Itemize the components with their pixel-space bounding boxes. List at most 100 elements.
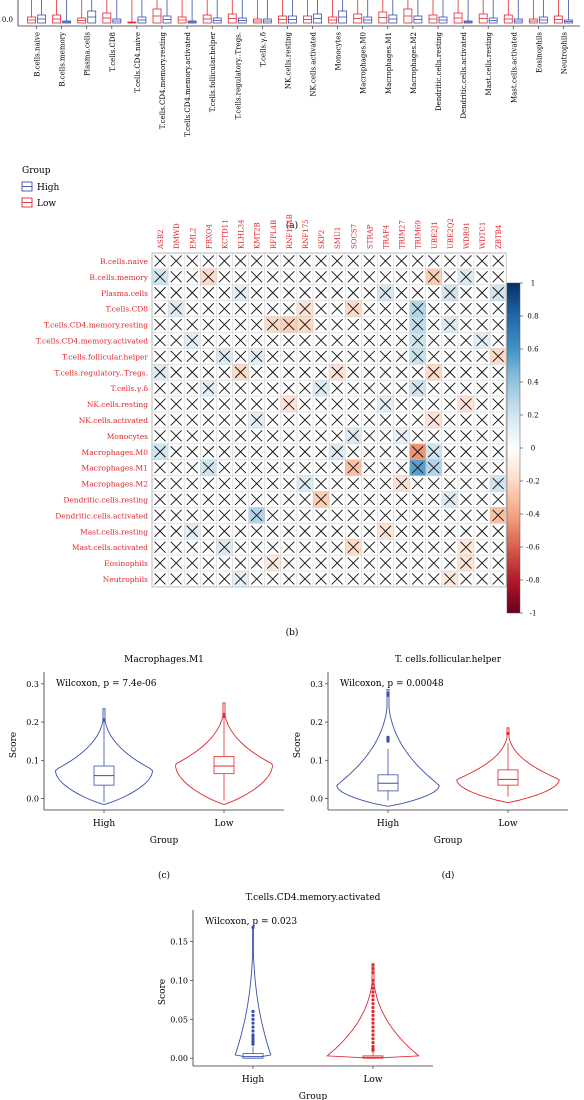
cross-mark-3-2 <box>186 302 199 315</box>
panel-b-colorbar: 1 0.8 0.6 0.4 0.2 0 -0.2 -0.4 -0.6 -0.8 -1 <box>506 280 540 618</box>
cross-mark-19-10 <box>315 557 327 569</box>
cross-mark-5-5 <box>234 334 247 347</box>
cross-mark-11-9 <box>299 430 311 442</box>
cross-mark-17-4 <box>218 525 231 538</box>
outlier-low-13 <box>371 1017 375 1021</box>
cross-mark-1-6 <box>250 271 263 283</box>
cross-mark-16-21 <box>492 509 504 522</box>
cross-mark-6-8 <box>283 350 295 363</box>
violin-low <box>175 702 273 805</box>
cross-mark-11-5 <box>234 430 247 442</box>
category-label-16: Dendritic.cells.resting <box>435 31 443 111</box>
cross-mark-3-18 <box>444 302 456 315</box>
x-axis-label: Group <box>299 1092 328 1100</box>
cross-mark-20-7 <box>266 573 279 585</box>
cross-mark-5-2 <box>186 334 199 347</box>
cross-mark-6-20 <box>476 350 488 363</box>
cross-mark-7-10 <box>315 366 327 379</box>
cross-mark-2-12 <box>347 286 360 299</box>
cross-mark-11-13 <box>363 430 376 442</box>
cross-mark-8-9 <box>299 382 311 394</box>
cross-mark-0-15 <box>395 255 408 267</box>
cross-mark-14-19 <box>460 477 472 490</box>
cross-mark-15-13 <box>363 493 376 506</box>
cross-mark-2-10 <box>315 286 327 299</box>
cross-mark-5-10 <box>315 334 327 347</box>
cross-mark-14-1 <box>170 477 182 490</box>
cross-mark-7-7 <box>266 366 279 379</box>
cross-mark-7-18 <box>444 366 456 379</box>
outlier-low-16 <box>371 1029 375 1033</box>
cross-mark-0-13 <box>363 255 376 267</box>
cross-mark-12-15 <box>395 445 408 458</box>
cross-mark-3-4 <box>218 302 231 315</box>
cross-mark-11-1 <box>170 430 182 442</box>
cross-mark-9-20 <box>476 398 488 410</box>
violin-low <box>456 727 560 803</box>
cross-mark-13-1 <box>170 461 182 474</box>
outlier-low-4 <box>371 982 375 986</box>
cross-mark-16-3 <box>202 509 215 522</box>
cross-mark-20-2 <box>186 573 199 585</box>
wilcoxon-annotation: Wilcoxon, p = 7.4e-06 <box>56 679 157 689</box>
cross-mark-12-16 <box>411 445 424 458</box>
cross-mark-19-8 <box>283 557 295 569</box>
cross-mark-11-6 <box>250 430 263 442</box>
category-label-11: NK.cells.activated <box>310 31 318 96</box>
y-tick-label-3: 0.3 <box>26 680 39 689</box>
cross-mark-13-0 <box>154 461 166 474</box>
cross-mark-11-4 <box>218 430 231 442</box>
cross-mark-18-19 <box>460 541 472 553</box>
cross-mark-13-8 <box>283 461 295 474</box>
cross-mark-16-8 <box>283 509 295 522</box>
outlier-low-11 <box>371 1009 375 1014</box>
cross-mark-15-0 <box>154 493 166 506</box>
cross-mark-18-3 <box>202 541 215 553</box>
cross-mark-11-15 <box>395 430 408 442</box>
cross-mark-14-20 <box>476 477 488 490</box>
wilcoxon-annotation: Wilcoxon, p = 0.023 <box>205 917 297 927</box>
outlier-high-4 <box>251 1021 255 1025</box>
cross-mark-9-9 <box>299 398 311 410</box>
cross-mark-3-5 <box>234 302 247 315</box>
cross-mark-16-17 <box>427 509 440 522</box>
cross-mark-20-10 <box>315 573 327 585</box>
cross-mark-13-12 <box>347 461 360 474</box>
cross-mark-7-0 <box>154 366 166 379</box>
cross-mark-18-11 <box>331 541 343 553</box>
panel-a-label: (a) <box>286 220 298 231</box>
cross-mark-3-1 <box>170 302 182 315</box>
category-label-9: T.cells.γ.δ <box>259 32 267 67</box>
cross-mark-9-10 <box>315 398 327 410</box>
cross-mark-15-20 <box>476 493 488 506</box>
column-label-0: ASB2 <box>157 230 165 250</box>
cross-mark-6-7 <box>266 350 279 363</box>
panel-e-violin: T.cells.CD4.memory.activated Wilcoxon, p … <box>158 893 433 1100</box>
cross-mark-4-12 <box>347 318 360 331</box>
cross-mark-6-17 <box>427 350 440 363</box>
cross-mark-14-13 <box>363 477 376 490</box>
cross-mark-12-18 <box>444 445 456 458</box>
cross-mark-16-14 <box>379 509 392 522</box>
cross-mark-19-13 <box>363 557 376 569</box>
cross-mark-13-14 <box>379 461 392 474</box>
cross-mark-3-19 <box>460 302 472 315</box>
cross-mark-8-12 <box>347 382 360 394</box>
colorbar-tick-label-10: -1 <box>530 610 537 618</box>
cross-mark-4-19 <box>460 318 472 331</box>
column-label-2: EML2 <box>189 228 197 249</box>
cross-mark-13-4 <box>218 461 231 474</box>
outlier-low-8 <box>371 998 375 1002</box>
cross-mark-8-14 <box>379 382 392 394</box>
cross-mark-9-3 <box>202 398 215 410</box>
panel-a-category-labels: B.cells.naive B.cells.memory Plasma.cells T… <box>34 31 569 136</box>
outlier-high-9 <box>251 1037 255 1041</box>
cross-mark-20-6 <box>250 573 263 585</box>
cross-mark-18-14 <box>379 541 392 553</box>
cross-mark-19-0 <box>154 557 166 569</box>
cross-mark-0-18 <box>444 255 456 267</box>
outlier-high-12 <box>251 1042 255 1046</box>
cross-mark-14-4 <box>218 477 231 490</box>
violin-high <box>54 708 154 805</box>
cross-mark-12-3 <box>202 445 215 458</box>
